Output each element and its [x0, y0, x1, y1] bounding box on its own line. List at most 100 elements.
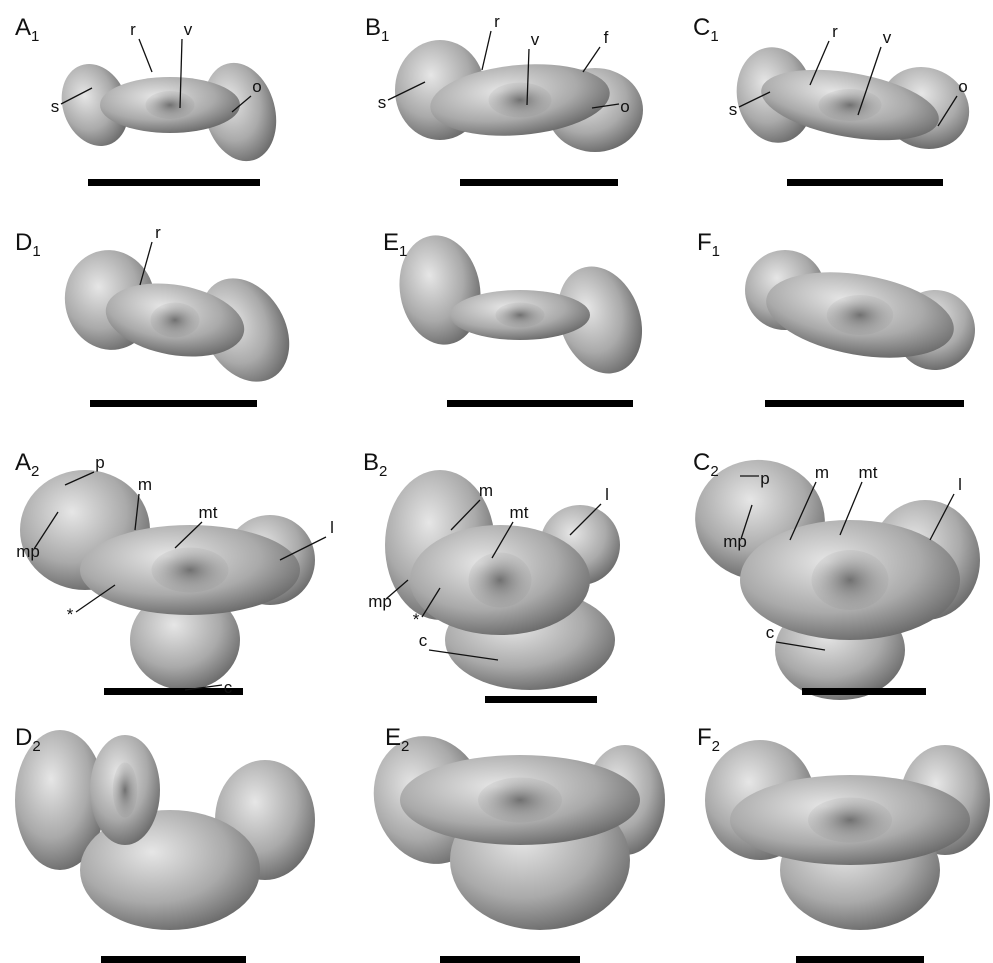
panel-index: 1 [381, 28, 389, 45]
panel: B1rvfso [365, 12, 643, 186]
scale-bar [90, 400, 257, 407]
figure: A1rvsoB1rvfsoC1rvsoD1rE1F1A2pmmtlmp*cB2m… [0, 0, 993, 963]
panel-index: 1 [31, 28, 39, 45]
scale-bar [460, 179, 618, 186]
annotation: c [224, 678, 233, 697]
leader-line [482, 31, 491, 70]
shadow [812, 550, 889, 610]
panel-letter: C [693, 14, 710, 41]
panel-letter: E [385, 724, 401, 751]
panel: D2 [15, 724, 315, 963]
annotation: mp [368, 592, 392, 611]
shadow [489, 83, 552, 118]
annotation: v [531, 30, 540, 49]
panel-index: 1 [710, 28, 718, 45]
annotation: l [330, 518, 334, 537]
panel-letter: A [15, 449, 31, 476]
panel-label: D1 [15, 229, 41, 260]
annotation: s [378, 93, 387, 112]
panel-letter: D [15, 229, 32, 256]
panel: B2 mmt l mp * c [363, 449, 620, 703]
scale-bar [485, 696, 597, 703]
annotation: m [479, 481, 493, 500]
annotation: o [252, 77, 261, 96]
panel: C2 p m mt l mp c [686, 449, 980, 700]
annotation: r [130, 20, 136, 39]
panel-letter: E [383, 229, 399, 256]
annotation: f [604, 28, 609, 47]
panel-letter: F [697, 229, 712, 256]
annotation: o [958, 77, 967, 96]
shadow [827, 295, 894, 335]
panel-label: B2 [363, 449, 387, 480]
annotation: m [815, 463, 829, 482]
annotation: * [413, 610, 420, 629]
annotation: c [419, 631, 428, 650]
scale-bar [787, 179, 943, 186]
shadow [819, 89, 882, 121]
panel-label: F1 [697, 229, 720, 260]
shadow [146, 91, 195, 119]
panel-label: E2 [385, 724, 409, 755]
scale-bar [440, 956, 580, 963]
panel-letter: B [365, 14, 381, 41]
shadow [469, 553, 532, 608]
panel-label: C1 [693, 14, 719, 45]
annotation: r [494, 12, 500, 31]
scale-bar [765, 400, 964, 407]
annotation: * [67, 605, 74, 624]
annotation: p [760, 469, 769, 488]
annotation: mp [723, 532, 747, 551]
panel-label: B1 [365, 14, 389, 45]
panel-index: 2 [710, 463, 718, 480]
annotation: m [138, 475, 152, 494]
annotation: v [883, 28, 892, 47]
panel-index: 1 [399, 243, 407, 260]
scale-bar [88, 179, 260, 186]
panel-label: F2 [697, 724, 720, 755]
panel-label: A1 [15, 14, 39, 45]
panel: C1 r v s o [693, 14, 983, 186]
scale-bar [104, 688, 243, 695]
shadow [496, 303, 545, 328]
annotation: mt [510, 503, 529, 522]
panel-index: 1 [712, 243, 720, 260]
shadow [151, 303, 200, 338]
panel-label: A2 [15, 449, 39, 480]
panel-letter: C [693, 449, 710, 476]
panel-letter: B [363, 449, 379, 476]
panel-index: 1 [32, 243, 40, 260]
panel-index: 2 [31, 463, 39, 480]
panel-index: 2 [32, 738, 40, 755]
panel: F1 [697, 229, 986, 407]
shadow [478, 778, 562, 823]
annotation: v [184, 20, 193, 39]
shadow [152, 548, 229, 593]
annotation: p [95, 453, 104, 472]
scale-bar [802, 688, 926, 695]
panel: D1 r [15, 223, 307, 407]
panel: A1 r v s o [15, 14, 287, 186]
panel-label: D2 [15, 724, 41, 755]
annotation: s [51, 97, 60, 116]
panel: E1 [383, 229, 656, 407]
annotation: l [605, 485, 609, 504]
annotation: r [155, 223, 161, 242]
annotation: s [729, 100, 738, 119]
shadow [113, 763, 138, 818]
panel-letter: D [15, 724, 32, 751]
annotation: mt [199, 503, 218, 522]
annotation: mt [859, 463, 878, 482]
annotation: c [766, 623, 775, 642]
panel: F2 [697, 724, 990, 963]
panel-index: 2 [379, 463, 387, 480]
scale-bar [101, 956, 246, 963]
annotation: l [958, 475, 962, 494]
panel-label: E1 [383, 229, 407, 260]
scale-bar [796, 956, 924, 963]
scale-bar [447, 400, 633, 407]
shadow [808, 798, 892, 843]
panel: E2 [356, 720, 665, 963]
annotation: r [832, 22, 838, 41]
